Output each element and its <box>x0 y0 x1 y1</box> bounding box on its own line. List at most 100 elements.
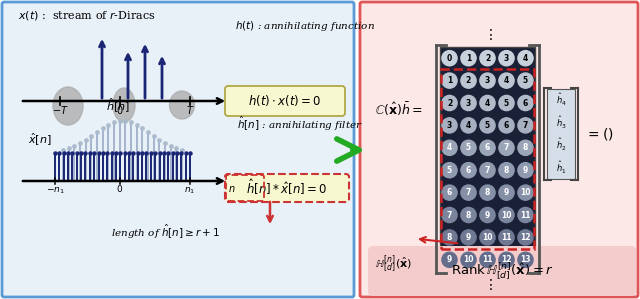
FancyBboxPatch shape <box>225 86 345 116</box>
Text: 8: 8 <box>466 210 471 219</box>
Text: $\cdots$: $\cdots$ <box>26 173 38 187</box>
Circle shape <box>499 51 514 66</box>
Circle shape <box>461 208 476 222</box>
Circle shape <box>499 73 514 88</box>
FancyArrowPatch shape <box>337 139 359 161</box>
Text: 12: 12 <box>501 255 512 264</box>
Circle shape <box>518 208 533 222</box>
Text: 10: 10 <box>483 233 493 242</box>
Text: $\mathrm{Rank}\, \mathbb{H}^{[n]}_{[d]}(\hat{\mathbf{x}}) = r$: $\mathrm{Rank}\, \mathbb{H}^{[n]}_{[d]}(… <box>451 260 554 282</box>
Text: length of $\hat{h}[n] \geq r+1$: length of $\hat{h}[n] \geq r+1$ <box>111 223 220 241</box>
Text: 5: 5 <box>523 76 528 85</box>
Circle shape <box>442 95 457 111</box>
Circle shape <box>461 140 476 155</box>
Ellipse shape <box>53 87 83 125</box>
Text: 13: 13 <box>520 255 531 264</box>
Circle shape <box>480 95 495 111</box>
Circle shape <box>480 118 495 133</box>
Circle shape <box>461 73 476 88</box>
Circle shape <box>499 252 514 267</box>
Text: 6: 6 <box>447 188 452 197</box>
FancyBboxPatch shape <box>360 2 638 297</box>
Text: 6: 6 <box>504 121 509 130</box>
Circle shape <box>442 208 457 222</box>
Text: $\hat{h}[n]$: $\hat{h}[n]$ <box>106 97 130 115</box>
Text: 3: 3 <box>466 98 471 108</box>
Text: 10: 10 <box>520 188 531 197</box>
Text: 8: 8 <box>523 143 528 152</box>
Bar <box>441 69 534 248</box>
Circle shape <box>461 51 476 66</box>
Text: 7: 7 <box>466 188 471 197</box>
Circle shape <box>518 140 533 155</box>
Text: 7: 7 <box>447 210 452 219</box>
Circle shape <box>518 163 533 178</box>
Circle shape <box>461 163 476 178</box>
Text: 1: 1 <box>466 54 471 63</box>
Text: $T$: $T$ <box>186 104 195 116</box>
Text: 4: 4 <box>504 76 509 85</box>
Text: 6: 6 <box>466 166 471 175</box>
Text: 7: 7 <box>523 121 528 130</box>
Circle shape <box>461 118 476 133</box>
Circle shape <box>442 118 457 133</box>
Text: $-T$: $-T$ <box>52 104 68 116</box>
Text: 8: 8 <box>485 188 490 197</box>
Circle shape <box>442 73 457 88</box>
FancyBboxPatch shape <box>2 2 354 297</box>
Text: 8: 8 <box>447 233 452 242</box>
Circle shape <box>442 185 457 200</box>
Text: 10: 10 <box>463 255 474 264</box>
Circle shape <box>499 163 514 178</box>
Text: 9: 9 <box>466 233 471 242</box>
Circle shape <box>480 185 495 200</box>
Text: $0$: $0$ <box>116 104 124 116</box>
Text: 2: 2 <box>466 76 471 85</box>
Circle shape <box>461 185 476 200</box>
Text: 11: 11 <box>520 210 531 219</box>
Text: $n$: $n$ <box>228 184 236 194</box>
Circle shape <box>499 185 514 200</box>
Text: 0: 0 <box>447 54 452 63</box>
Text: 5: 5 <box>485 121 490 130</box>
Text: 7: 7 <box>485 166 490 175</box>
Circle shape <box>442 252 457 267</box>
Circle shape <box>480 208 495 222</box>
Circle shape <box>480 252 495 267</box>
Ellipse shape <box>170 91 195 119</box>
Text: $\vdots$: $\vdots$ <box>483 28 492 42</box>
Text: 10: 10 <box>501 210 512 219</box>
Text: $\mathbb{C}(\hat{\mathbf{x}})\bar{h} =$: $\mathbb{C}(\hat{\mathbf{x}})\bar{h} =$ <box>375 100 423 118</box>
Text: $\hat{h}_3$: $\hat{h}_3$ <box>556 115 566 131</box>
Circle shape <box>499 140 514 155</box>
Text: 4: 4 <box>523 54 528 63</box>
Circle shape <box>442 51 457 66</box>
Text: 7: 7 <box>504 143 509 152</box>
Text: 6: 6 <box>485 143 490 152</box>
Text: 1: 1 <box>447 76 452 85</box>
Circle shape <box>480 163 495 178</box>
Text: 5: 5 <box>466 143 471 152</box>
Text: $\cdots$: $\cdots$ <box>26 94 38 106</box>
FancyBboxPatch shape <box>368 246 636 296</box>
Bar <box>547 89 575 179</box>
Text: $\cdots$: $\cdots$ <box>204 94 216 106</box>
Circle shape <box>442 230 457 245</box>
Circle shape <box>518 185 533 200</box>
Text: $\hat{x}[n]$: $\hat{x}[n]$ <box>28 132 52 148</box>
Text: $h(t) \cdot x(t) = 0$: $h(t) \cdot x(t) = 0$ <box>248 94 322 109</box>
FancyBboxPatch shape <box>225 174 349 202</box>
Bar <box>440 47 535 271</box>
Circle shape <box>461 95 476 111</box>
Text: 3: 3 <box>447 121 452 130</box>
Circle shape <box>480 73 495 88</box>
Circle shape <box>499 118 514 133</box>
Circle shape <box>518 230 533 245</box>
Text: $\hat{h}_2$: $\hat{h}_2$ <box>556 137 566 153</box>
Text: 6: 6 <box>523 98 528 108</box>
Text: 9: 9 <box>447 255 452 264</box>
Text: $0$: $0$ <box>116 183 124 194</box>
Text: $\hat{h}[n]$ : annihilating filter: $\hat{h}[n]$ : annihilating filter <box>237 115 363 133</box>
Circle shape <box>442 163 457 178</box>
Circle shape <box>518 51 533 66</box>
